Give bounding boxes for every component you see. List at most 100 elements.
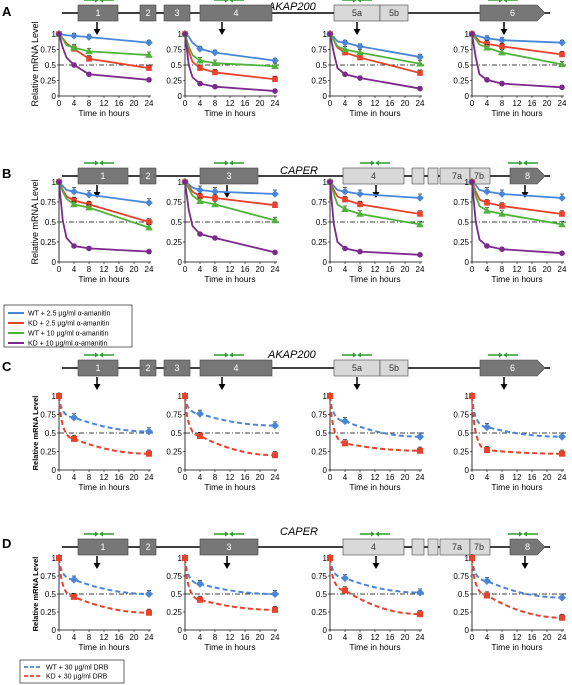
y-tick-label: 1 <box>323 392 328 401</box>
series-2 <box>327 31 423 76</box>
primer-forward-head <box>95 0 99 3</box>
exon-box <box>199 4 273 22</box>
x-tick-label: 16 <box>115 633 124 642</box>
x-tick-label: 4 <box>72 265 77 274</box>
x-tick-label: 8 <box>213 473 218 482</box>
x-tick-label: 24 <box>416 473 425 482</box>
data-point <box>197 596 203 603</box>
legend-label: KD + 10 µg/ml α-amanitin <box>28 341 108 348</box>
x-tick-label: 0 <box>470 633 475 642</box>
gene-model-akap200-a: 1 2 3 4 5a 5b 6 <box>62 0 550 35</box>
data-point <box>483 577 491 586</box>
y-tick-label: 0.25 <box>453 608 469 617</box>
y-tick-label: 0.75 <box>453 198 469 207</box>
exon-label: 5a <box>352 8 362 18</box>
exon-label: 8 <box>525 171 530 181</box>
exon-box <box>199 359 273 377</box>
exon-box <box>479 359 546 377</box>
y-tick-label: 0.75 <box>40 46 56 55</box>
x-tick-label: 12 <box>371 473 380 482</box>
x-tick-label: 4 <box>343 633 348 642</box>
plot-c-2: 0 0.25 0.5 0.75 1 0 4 8 12 16 20 24 Time in hours <box>166 392 280 492</box>
x-tick-label: 20 <box>543 633 552 642</box>
data-point <box>483 423 491 432</box>
data-point <box>212 235 218 241</box>
data-point <box>271 421 279 430</box>
data-point <box>182 179 188 185</box>
y-tick-label: 1 <box>178 554 183 563</box>
exon-box <box>469 167 491 185</box>
y-tick-label: 0.5 <box>45 218 57 227</box>
series-2 <box>327 555 423 618</box>
panel-label-b: B <box>2 166 11 181</box>
data-point <box>356 210 364 217</box>
exon-label: 4 <box>371 542 376 552</box>
data-point <box>196 45 204 53</box>
x-tick-label: 8 <box>213 99 218 108</box>
data-point <box>86 71 92 78</box>
legend-label: WT + 2.5 µg/ml α-amanitin <box>28 311 111 318</box>
data-point <box>341 45 349 53</box>
series-3 <box>326 30 424 67</box>
data-point <box>70 187 78 196</box>
series-line <box>184 395 276 427</box>
primer-forward-head <box>225 0 229 3</box>
exon-box <box>509 167 546 185</box>
series-4 <box>56 179 152 255</box>
data-point <box>341 38 349 47</box>
x-tick-label: 0 <box>328 265 333 274</box>
x-axis-title: Time in hours <box>491 482 542 492</box>
primer-forward-head <box>95 160 99 166</box>
exon-box <box>163 359 191 377</box>
series-line <box>184 395 276 457</box>
exon-label: 2 <box>145 171 150 181</box>
plot-a-3: 0 0.25 0.5 0.75 1 0 4 8 12 16 20 24 Time in hours <box>311 30 425 118</box>
y-tick-label: 0.5 <box>316 590 328 599</box>
x-tick-label: 0 <box>470 265 475 274</box>
y-tick-label: 1 <box>465 554 470 563</box>
x-tick-label: 16 <box>386 99 395 108</box>
x-tick-label: 4 <box>72 473 77 482</box>
x-tick-label: 4 <box>198 633 203 642</box>
data-point <box>559 84 565 91</box>
x-tick-label: 12 <box>371 99 380 108</box>
data-point <box>416 194 424 202</box>
x-tick-label: 20 <box>401 99 410 108</box>
primer-reverse-head <box>99 531 103 537</box>
y-tick-label: 1 <box>323 30 328 39</box>
x-tick-label: 12 <box>371 633 380 642</box>
exon-label: 5b <box>389 8 399 18</box>
x-tick-label: 4 <box>198 473 203 482</box>
series-line <box>58 33 150 81</box>
data-point <box>212 69 218 76</box>
x-tick-label: 4 <box>485 265 490 274</box>
exon-box <box>77 359 119 377</box>
x-tick-label: 20 <box>543 473 552 482</box>
series-line <box>471 33 563 66</box>
y-tick-label: 0.5 <box>458 218 470 227</box>
y-tick-label: 0.75 <box>166 572 182 581</box>
data-point <box>211 59 219 66</box>
x-tick-label: 24 <box>271 265 280 274</box>
x-tick-label: 20 <box>256 633 265 642</box>
x-tick-label: 20 <box>401 633 410 642</box>
x-tick-label: 16 <box>241 99 250 108</box>
data-point <box>469 555 475 561</box>
data-point <box>70 575 78 584</box>
x-tick-label: 8 <box>87 99 92 108</box>
y-tick-label: 1 <box>178 178 183 187</box>
data-point <box>146 609 152 616</box>
series-1 <box>329 395 424 441</box>
data-point <box>197 193 203 200</box>
data-point <box>559 450 565 457</box>
exon-label: 3 <box>174 8 179 18</box>
plot-d-2: 0 0.25 0.5 0.75 1 0 4 8 12 16 20 24 Time in hours <box>166 554 280 652</box>
data-point <box>272 452 278 459</box>
data-point <box>356 48 364 56</box>
y-tick-label: 0.5 <box>45 61 57 70</box>
data-point <box>416 432 424 441</box>
x-tick-label: 0 <box>183 265 188 274</box>
y-tick-label: 0.25 <box>166 77 182 86</box>
series-1 <box>468 30 566 47</box>
series-3 <box>55 178 153 231</box>
